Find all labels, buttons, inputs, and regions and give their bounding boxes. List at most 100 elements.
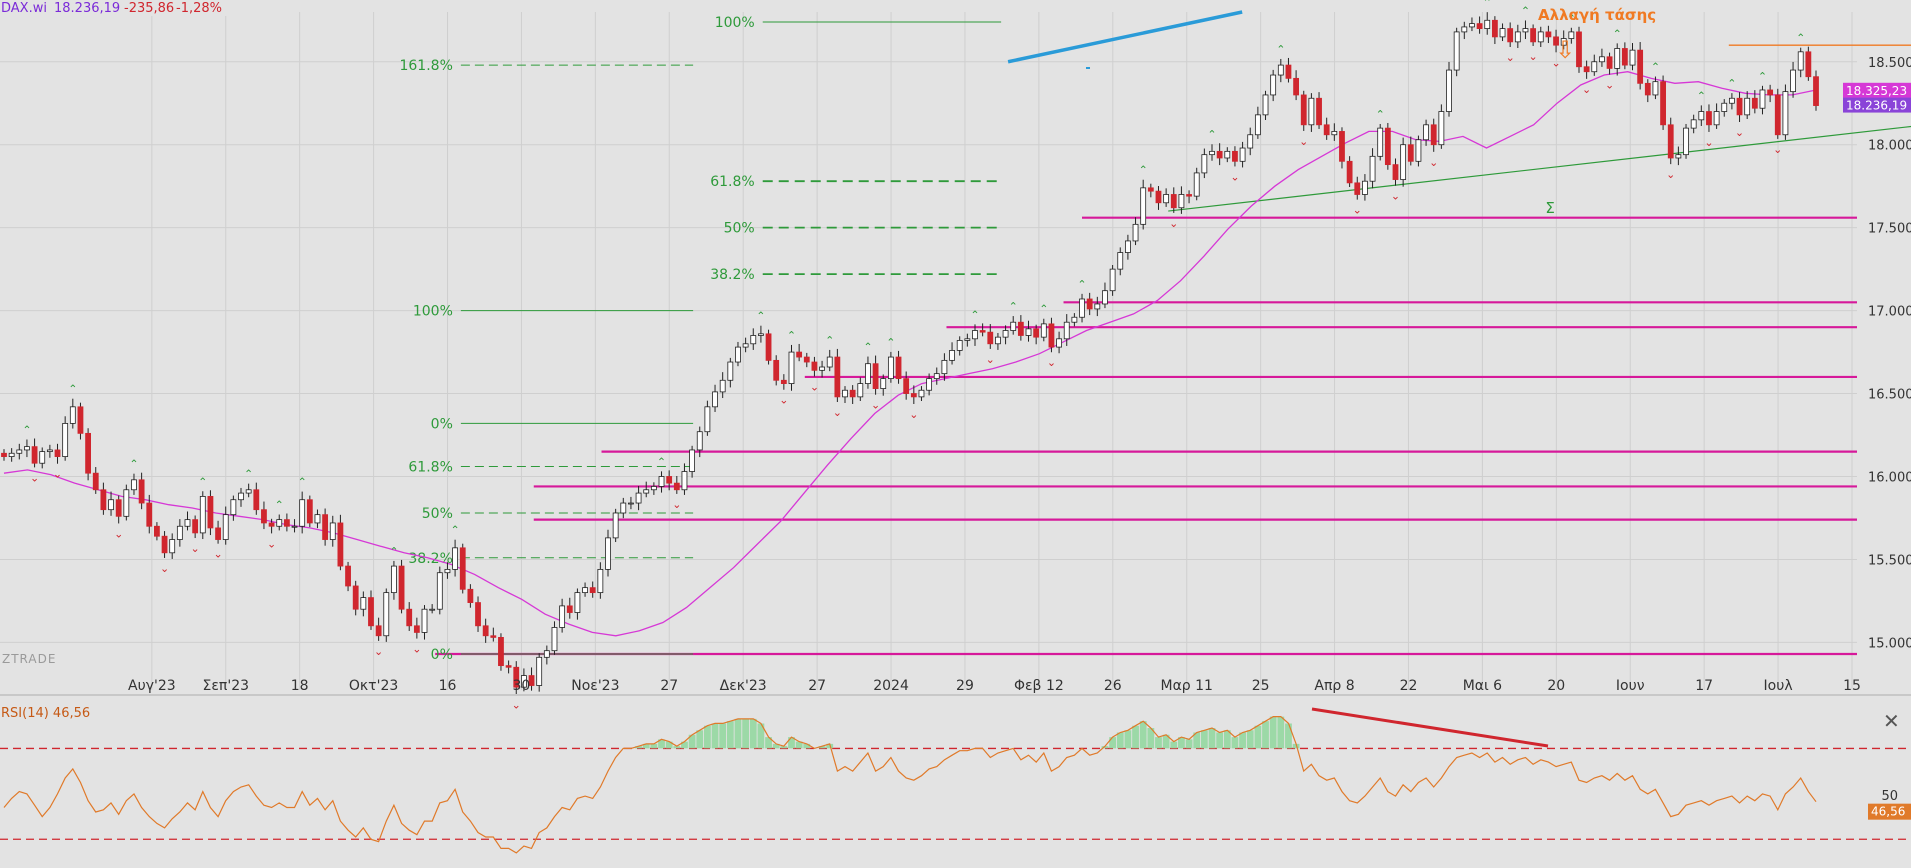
candle[interactable] [727, 361, 734, 381]
candle[interactable] [849, 389, 856, 398]
candle[interactable] [1, 452, 7, 457]
candle[interactable] [1797, 51, 1804, 71]
candle[interactable] [635, 492, 642, 504]
candle[interactable] [1744, 97, 1751, 116]
candle[interactable] [1813, 76, 1819, 106]
candle[interactable] [253, 489, 260, 511]
candle[interactable] [1713, 111, 1720, 126]
candle[interactable] [245, 489, 252, 494]
candle[interactable] [1147, 187, 1154, 192]
candle[interactable] [926, 378, 933, 391]
candle[interactable] [750, 335, 757, 345]
candle[interactable] [1132, 223, 1139, 242]
candle[interactable] [54, 449, 61, 457]
candle[interactable] [1423, 124, 1429, 141]
candle[interactable] [1553, 36, 1559, 46]
candle[interactable] [92, 472, 99, 491]
candle[interactable] [1056, 338, 1062, 348]
candle[interactable] [612, 512, 619, 539]
candle[interactable] [643, 489, 650, 494]
candle[interactable] [62, 423, 69, 457]
candle[interactable] [650, 486, 657, 491]
candle[interactable] [1109, 268, 1116, 292]
candle[interactable] [1086, 298, 1093, 310]
candle[interactable] [314, 514, 321, 524]
candle[interactable] [1400, 144, 1407, 180]
candle[interactable] [222, 514, 229, 540]
candle[interactable] [1094, 303, 1101, 310]
candle[interactable] [498, 637, 504, 667]
candle[interactable] [1568, 31, 1575, 39]
candle[interactable] [230, 499, 237, 516]
candle[interactable] [1270, 74, 1277, 96]
candle[interactable] [391, 565, 397, 594]
candle[interactable] [31, 446, 38, 464]
candle[interactable] [910, 393, 917, 398]
candle[interactable] [1308, 97, 1315, 126]
candle[interactable] [268, 522, 275, 527]
candle[interactable] [941, 359, 948, 375]
candle[interactable] [1644, 82, 1651, 96]
close-icon[interactable]: ✕ [1883, 709, 1900, 733]
candle[interactable] [1071, 316, 1078, 323]
candle[interactable] [154, 525, 160, 537]
candle[interactable] [1010, 321, 1017, 331]
candle[interactable] [520, 675, 527, 688]
candle[interactable] [987, 331, 994, 345]
candle[interactable] [1369, 155, 1376, 182]
candle[interactable] [131, 479, 137, 491]
candle[interactable] [1782, 91, 1789, 136]
candle[interactable] [100, 489, 107, 511]
candle[interactable] [337, 522, 344, 567]
candle[interactable] [406, 608, 413, 627]
candle[interactable] [1614, 48, 1621, 69]
candle[interactable] [1300, 94, 1307, 126]
candle[interactable] [1025, 328, 1032, 336]
candle[interactable] [482, 625, 489, 637]
candle[interactable] [704, 406, 711, 433]
candle[interactable] [199, 496, 206, 534]
candle[interactable] [1469, 23, 1475, 28]
candle[interactable] [1491, 19, 1498, 38]
candle[interactable] [459, 547, 466, 590]
candle[interactable] [1232, 150, 1238, 162]
candle[interactable] [360, 597, 367, 610]
candle[interactable] [69, 406, 76, 424]
candle[interactable] [1530, 28, 1537, 43]
candle[interactable] [85, 432, 92, 474]
candle[interactable] [368, 597, 374, 627]
candle[interactable] [1017, 321, 1024, 336]
candle[interactable] [758, 333, 764, 336]
candle[interactable] [681, 471, 688, 491]
candle[interactable] [413, 625, 420, 633]
candle[interactable] [979, 330, 986, 333]
candle[interactable] [1277, 64, 1284, 76]
candle[interactable] [1377, 127, 1384, 157]
candle[interactable] [1201, 154, 1208, 174]
candle[interactable] [589, 587, 596, 594]
candle[interactable] [1170, 194, 1177, 209]
candle[interactable] [551, 627, 558, 652]
candle[interactable] [742, 343, 749, 348]
candle[interactable] [712, 391, 718, 408]
candle[interactable] [803, 356, 810, 363]
candle[interactable] [872, 363, 879, 389]
candle[interactable] [1790, 69, 1796, 93]
candle[interactable] [1178, 194, 1185, 209]
candle[interactable] [1293, 77, 1300, 96]
candle[interactable] [115, 499, 122, 517]
candle[interactable] [345, 565, 351, 587]
candle[interactable] [666, 476, 673, 484]
candle[interactable] [24, 446, 30, 451]
candle[interactable] [559, 605, 566, 628]
candle[interactable] [1048, 323, 1055, 348]
candle[interactable] [291, 525, 298, 528]
candle[interactable] [1354, 182, 1361, 195]
candle[interactable] [1323, 124, 1330, 136]
candle[interactable] [513, 666, 520, 688]
candle[interactable] [176, 525, 183, 540]
candle[interactable] [1461, 26, 1468, 33]
candle[interactable] [8, 452, 15, 457]
